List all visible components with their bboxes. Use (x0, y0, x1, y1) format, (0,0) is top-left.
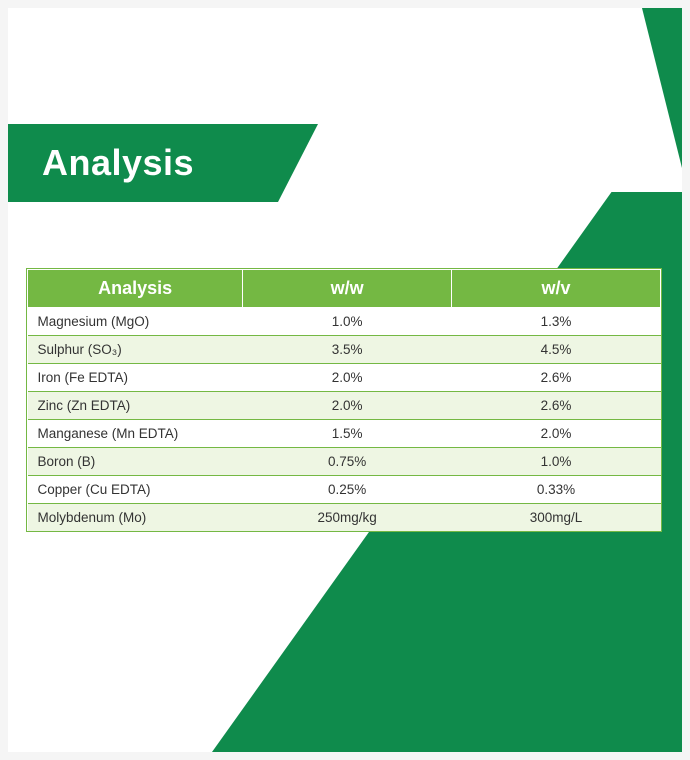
cell-label: Manganese (Mn EDTA) (28, 420, 243, 448)
table-row: Manganese (Mn EDTA)1.5%2.0% (28, 420, 661, 448)
col-header-analysis: Analysis (28, 270, 243, 308)
table-row: Iron (Fe EDTA)2.0%2.6% (28, 364, 661, 392)
cell-ww: 1.0% (243, 308, 452, 336)
cell-ww: 3.5% (243, 336, 452, 364)
cell-label: Copper (Cu EDTA) (28, 476, 243, 504)
cell-ww: 0.25% (243, 476, 452, 504)
cell-ww: 250mg/kg (243, 504, 452, 532)
cell-wv: 0.33% (452, 476, 661, 504)
cell-wv: 2.6% (452, 364, 661, 392)
table-row: Magnesium (MgO)1.0%1.3% (28, 308, 661, 336)
cell-ww: 1.5% (243, 420, 452, 448)
table-row: Boron (B)0.75%1.0% (28, 448, 661, 476)
cell-wv: 1.3% (452, 308, 661, 336)
cell-label: Boron (B) (28, 448, 243, 476)
table-row: Copper (Cu EDTA)0.25%0.33% (28, 476, 661, 504)
page-title: Analysis (42, 142, 194, 184)
table-row: Sulphur (SO₃)3.5%4.5% (28, 336, 661, 364)
table-body: Magnesium (MgO)1.0%1.3%Sulphur (SO₃)3.5%… (28, 308, 661, 532)
cell-wv: 1.0% (452, 448, 661, 476)
cell-wv: 4.5% (452, 336, 661, 364)
col-header-ww: w/w (243, 270, 452, 308)
cell-label: Molybdenum (Mo) (28, 504, 243, 532)
cell-label: Iron (Fe EDTA) (28, 364, 243, 392)
cell-label: Magnesium (MgO) (28, 308, 243, 336)
cell-ww: 0.75% (243, 448, 452, 476)
analysis-table: Analysis w/w w/v Magnesium (MgO)1.0%1.3%… (27, 269, 661, 531)
table-header-row: Analysis w/w w/v (28, 270, 661, 308)
cell-wv: 300mg/L (452, 504, 661, 532)
analysis-table-wrap: Analysis w/w w/v Magnesium (MgO)1.0%1.3%… (26, 268, 662, 532)
header-banner: Analysis (8, 124, 318, 202)
decor-top-right (642, 8, 682, 168)
col-header-wv: w/v (452, 270, 661, 308)
cell-ww: 2.0% (243, 392, 452, 420)
cell-label: Sulphur (SO₃) (28, 336, 243, 364)
cell-wv: 2.6% (452, 392, 661, 420)
table-row: Molybdenum (Mo)250mg/kg300mg/L (28, 504, 661, 532)
table-row: Zinc (Zn EDTA)2.0%2.6% (28, 392, 661, 420)
cell-wv: 2.0% (452, 420, 661, 448)
cell-ww: 2.0% (243, 364, 452, 392)
cell-label: Zinc (Zn EDTA) (28, 392, 243, 420)
page-card: Analysis Analysis w/w w/v Magnesium (MgO… (8, 8, 682, 752)
